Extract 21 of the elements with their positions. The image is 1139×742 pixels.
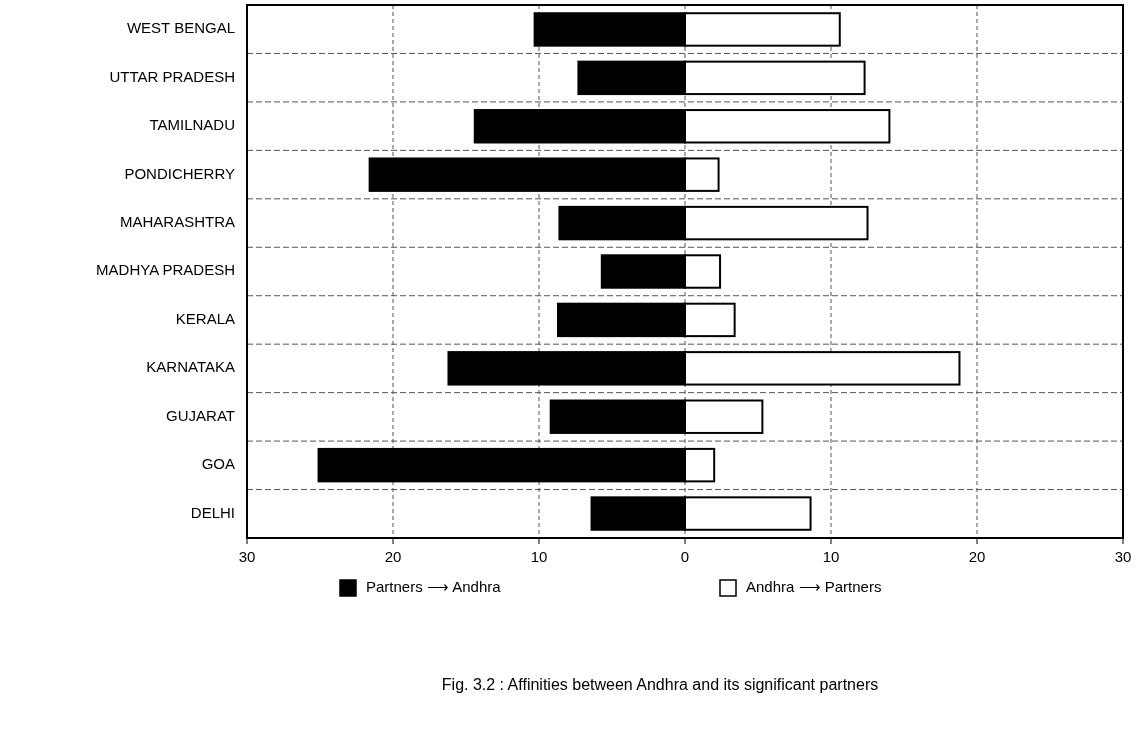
y-tick-label: MADHYA PRADESH: [96, 261, 235, 279]
y-tick-label: MAHARASHTRA: [119, 213, 235, 231]
x-tick-label: 30: [1114, 548, 1132, 565]
x-tick-label: 0: [680, 548, 690, 565]
y-tick-label: GUJARAT: [166, 406, 235, 424]
y-tick-label: GOA: [201, 455, 235, 473]
y-tick-label: KARNATAKA: [146, 358, 235, 376]
x-tick-label: 30: [238, 548, 256, 565]
x-tick-label: 10: [822, 548, 840, 565]
x-tick-label: 20: [968, 548, 986, 565]
x-tick-label: 20: [384, 548, 402, 565]
y-tick-label: TAMILNADU: [149, 116, 235, 134]
y-tick-label: WEST BENGAL: [126, 19, 235, 37]
y-tick-label: KERALA: [175, 309, 235, 327]
x-tick-label: 10: [530, 548, 548, 565]
legend-label: Partners ⟶ Andhra: [366, 577, 502, 595]
caption: Fig. 3.2 : Affinities between Andhra and its significant partners: [441, 676, 879, 693]
legend-label: Andhra ⟶ Partners: [746, 577, 882, 595]
y-tick-label: DELHI: [190, 503, 235, 521]
y-tick-label: PONDICHERRY: [124, 164, 235, 182]
y-tick-label: UTTAR PRADESH: [109, 67, 235, 85]
